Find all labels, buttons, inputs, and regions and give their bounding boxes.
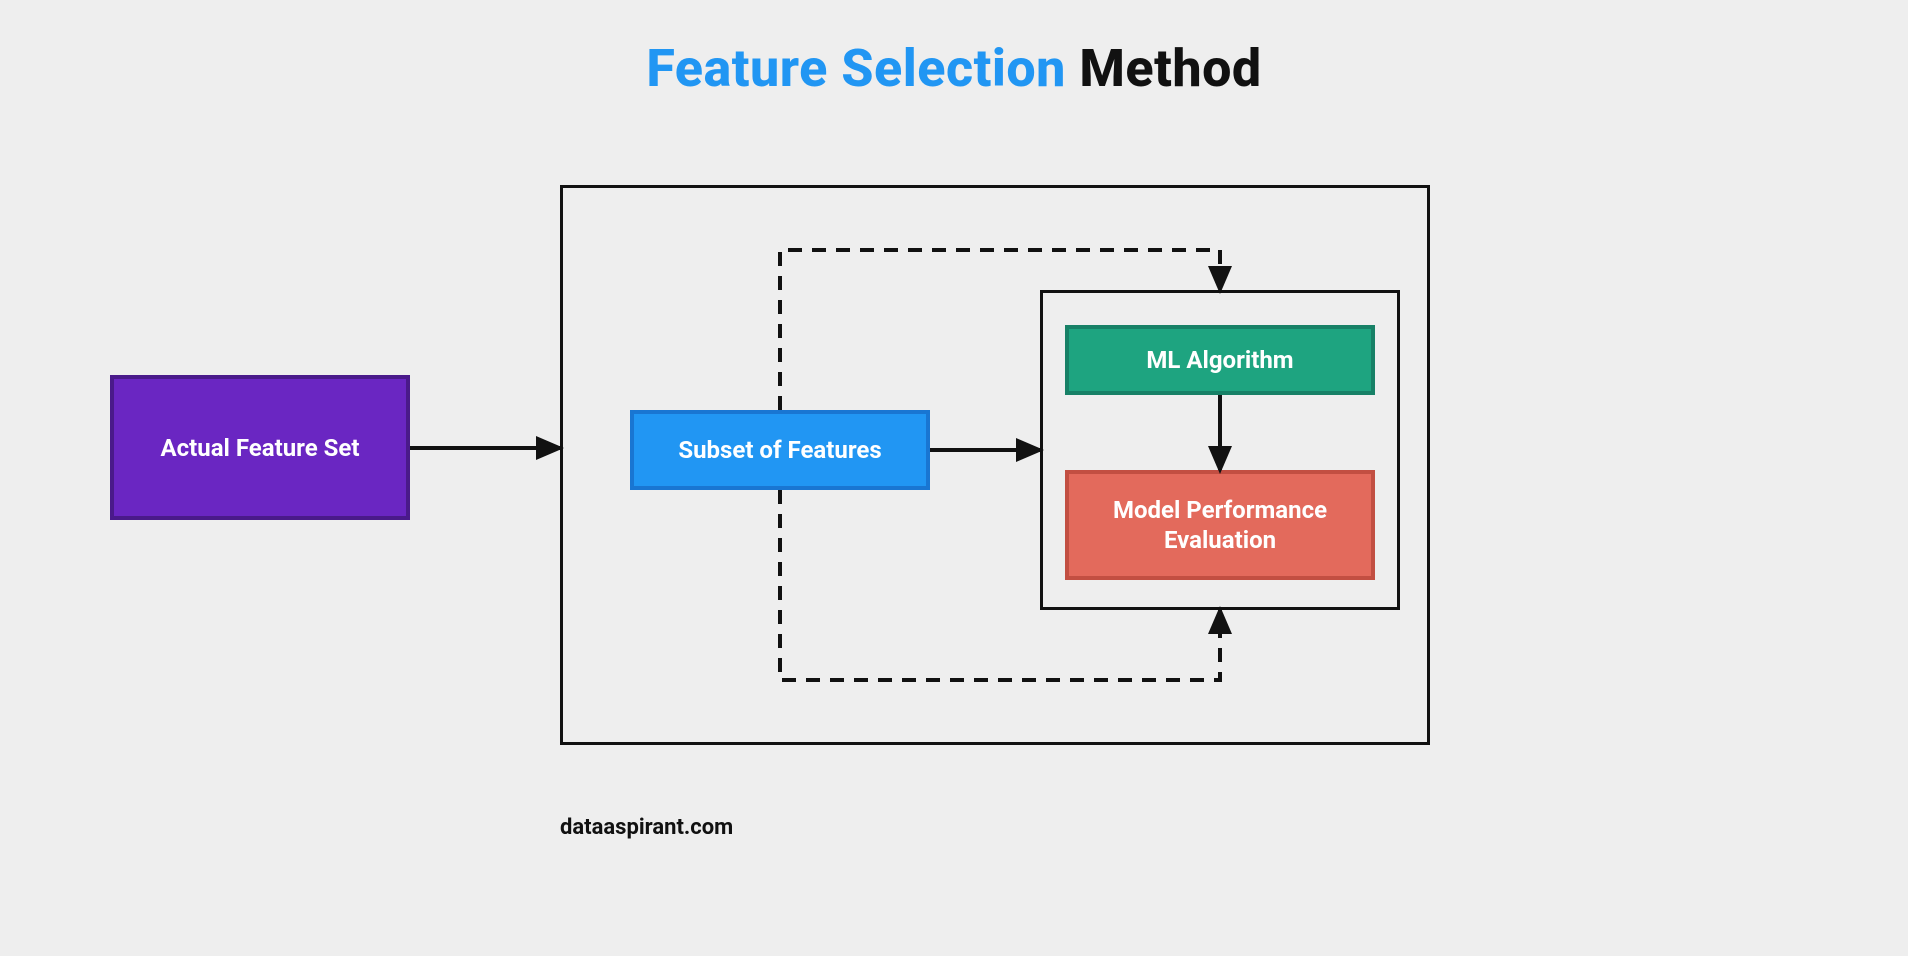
node-subset-of-features: Subset of Features bbox=[630, 410, 930, 490]
title-plain: Method bbox=[1066, 38, 1262, 99]
node-model-performance-evaluation: Model Performance Evaluation bbox=[1065, 470, 1375, 580]
diagram-canvas: Feature Selection Method Actual Feature … bbox=[0, 0, 1908, 956]
node-label: ML Algorithm bbox=[1146, 345, 1293, 375]
node-ml-algorithm: ML Algorithm bbox=[1065, 325, 1375, 395]
title-accent: Feature Selection bbox=[646, 38, 1066, 99]
footer-text: dataaspirant.com bbox=[560, 815, 733, 840]
node-label: Model Performance Evaluation bbox=[1079, 495, 1361, 555]
node-label: Subset of Features bbox=[678, 435, 881, 465]
footer-attribution: dataaspirant.com bbox=[560, 815, 733, 840]
diagram-title: Feature Selection Method bbox=[0, 38, 1908, 99]
node-label: Actual Feature Set bbox=[161, 433, 360, 463]
node-actual-feature-set: Actual Feature Set bbox=[110, 375, 410, 520]
